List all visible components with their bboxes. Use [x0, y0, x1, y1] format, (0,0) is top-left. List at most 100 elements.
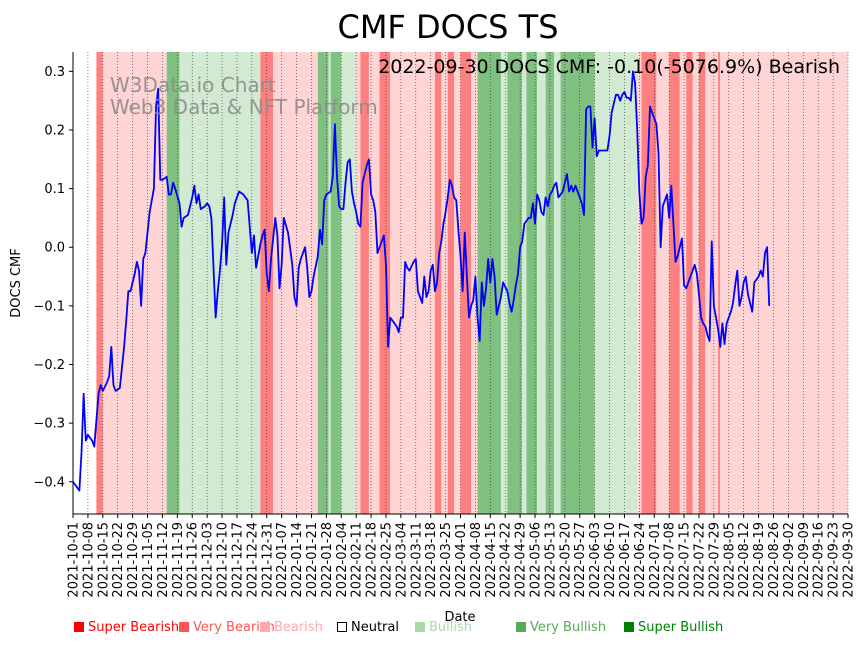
x-tick-label: 2022-01-14	[290, 522, 305, 598]
x-tick-label: 2022-09-16	[812, 522, 827, 598]
x-tick-label: 2021-10-01	[67, 522, 82, 598]
x-tick-label: 2022-05-06	[529, 522, 544, 598]
legend-very-bullish: Very Bullish	[516, 620, 606, 635]
regime-band-bearish	[441, 52, 448, 514]
x-tick-label: 2022-01-28	[320, 522, 335, 598]
legend-label-super-bearish: Super Bearish	[88, 620, 180, 635]
x-tick-label: 2021-11-12	[156, 522, 171, 598]
x-tick-label: 2022-08-19	[752, 522, 767, 598]
x-tick-label: 2022-03-11	[409, 522, 424, 598]
legend-swatch-super-bullish	[624, 622, 634, 632]
x-tick-label: 2021-10-15	[96, 522, 111, 598]
regime-band-bearish	[692, 52, 699, 514]
regime-band-very-bearish	[669, 52, 680, 514]
x-tick-label: 2022-07-29	[707, 522, 722, 598]
regime-band-very-bearish	[447, 52, 455, 514]
legend-label-bullish: Bullish	[429, 620, 473, 635]
regime-band-bearish	[720, 52, 848, 514]
x-tick-label: 2022-05-20	[558, 522, 573, 598]
legend-super-bearish: Super Bearish	[74, 620, 179, 635]
x-tick-label: 2022-06-03	[588, 522, 603, 598]
regime-band-very-bullish	[330, 52, 342, 514]
legend-label-very-bullish: Very Bullish	[530, 620, 607, 635]
watermark-line-2: Web3 Data & NFT Platform	[110, 95, 378, 119]
x-tick-label: 2022-03-25	[439, 522, 454, 598]
legend-neutral: Neutral	[337, 620, 399, 635]
y-tick-label: −0.3	[33, 417, 65, 432]
x-tick-label: 2022-09-30	[842, 522, 857, 598]
x-tick-label: 2022-02-18	[365, 522, 380, 598]
regime-band-very-bullish	[526, 52, 538, 514]
x-ticks: 2021-10-01 2021-10-08 2021-10-15 2021-10-22…	[67, 514, 857, 598]
regime-band-very-bullish	[507, 52, 523, 514]
legend-swatch-very-bearish	[179, 622, 189, 632]
regime-band-very-bearish	[379, 52, 391, 514]
x-tick-label: 2022-01-21	[305, 522, 320, 598]
x-tick-label: 2021-10-22	[111, 522, 126, 598]
x-tick-label: 2022-09-02	[782, 522, 797, 598]
regime-band-very-bullish	[317, 52, 329, 514]
legend-bearish: Bearish	[260, 620, 323, 635]
regime-band-very-bearish	[360, 52, 369, 514]
regime-band-very-bearish	[96, 52, 103, 514]
regime-band-bullish	[179, 52, 261, 514]
chart-annotation: 2022-09-30 DOCS CMF: -0.10(-5076.9%) Bea…	[378, 56, 840, 78]
x-tick-label: 2022-04-15	[484, 522, 499, 598]
x-tick-label: 2022-08-05	[722, 522, 737, 598]
regime-band-bullish	[594, 52, 638, 514]
x-tick-label: 2021-12-03	[201, 522, 216, 598]
x-tick-label: 2021-12-31	[260, 522, 275, 598]
legend-swatch-bearish	[260, 622, 270, 632]
x-tick-label: 2021-10-29	[126, 522, 141, 598]
regime-band-very-bearish	[641, 52, 657, 514]
x-tick-label: 2022-04-29	[514, 522, 529, 598]
regime-band-bullish	[522, 52, 527, 514]
y-tick-label: 0.3	[44, 65, 65, 80]
legend-label-neutral: Neutral	[351, 620, 399, 635]
legend-label-bearish: Bearish	[274, 620, 323, 635]
watermark: W3Data.io Chart Web3 Data & NFT Platform	[110, 73, 378, 119]
legend-swatch-super-bearish	[74, 622, 84, 632]
x-tick-label: 2022-06-24	[633, 522, 648, 598]
x-tick-label: 2022-07-08	[663, 522, 678, 598]
x-tick-label: 2022-03-04	[394, 522, 409, 598]
regime-band-very-bearish	[460, 52, 472, 514]
legend-swatch-bullish	[415, 622, 425, 632]
watermark-line-1: W3Data.io Chart	[110, 73, 276, 97]
legend-label-very-bearish: Very Bearish	[193, 620, 275, 635]
x-tick-label: 2022-02-04	[335, 522, 350, 598]
x-tick-label: 2022-05-13	[543, 522, 558, 598]
legend-very-bearish: Very Bearish	[179, 620, 275, 635]
x-tick-label: 2022-02-25	[379, 522, 394, 598]
x-tick-label: 2022-08-26	[767, 522, 782, 598]
legend: Super Bearish Very Bearish Bearish Neutr…	[0, 620, 864, 638]
x-axis-label: Date	[444, 610, 475, 625]
regime-band-very-bullish	[477, 52, 501, 514]
y-tick-label: −0.4	[33, 475, 65, 490]
y-tick-label: −0.1	[33, 299, 65, 314]
regime-band-very-bearish	[718, 52, 721, 514]
x-tick-label: 2022-07-22	[692, 522, 707, 598]
x-tick-label: 2022-03-18	[424, 522, 439, 598]
regime-band-very-bullish	[560, 52, 595, 514]
legend-swatch-neutral	[337, 622, 347, 632]
legend-label-super-bullish: Super Bullish	[638, 620, 724, 635]
x-tick-label: 2021-12-24	[245, 522, 260, 598]
x-tick-label: 2022-09-09	[797, 522, 812, 598]
x-tick-label: 2021-11-26	[186, 522, 201, 598]
x-tick-label: 2022-09-23	[827, 522, 842, 598]
regime-band-bullish	[328, 52, 331, 514]
x-tick-label: 2022-05-27	[573, 522, 588, 598]
regime-band-very-bearish	[434, 52, 442, 514]
x-tick-label: 2022-02-11	[350, 522, 365, 598]
legend-super-bullish: Super Bullish	[624, 620, 723, 635]
x-tick-label: 2022-07-15	[678, 522, 693, 598]
y-tick-label: 0.0	[44, 241, 65, 256]
x-tick-label: 2022-04-22	[499, 522, 514, 598]
regime-band-bearish	[454, 52, 461, 514]
x-tick-label: 2021-12-17	[230, 522, 245, 598]
x-tick-label: 2022-07-01	[648, 522, 663, 598]
x-tick-label: 2022-06-10	[603, 522, 618, 598]
regime-band-bearish	[102, 52, 167, 514]
